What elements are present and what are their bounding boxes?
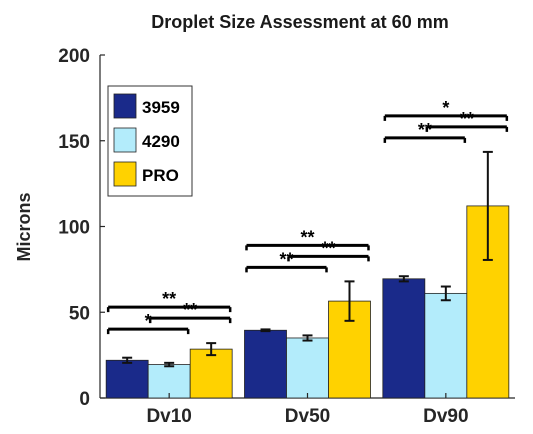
- bar-dv10-4290: [147, 364, 191, 399]
- legend-swatch-pro: [113, 161, 137, 187]
- bar-dv50-4290: [286, 337, 329, 399]
- legend-label: PRO: [142, 166, 179, 185]
- bar-dv10-pro: [189, 348, 233, 399]
- y-tick-label: 50: [69, 303, 90, 324]
- legend-swatch-4290: [113, 127, 137, 153]
- bar-dv50-3959: [244, 329, 287, 399]
- y-tick-label: 150: [58, 132, 90, 153]
- legend-label: 4290: [142, 132, 180, 151]
- y-axis-label: Microns: [14, 192, 34, 261]
- chart-title: Droplet Size Assessment at 60 mm: [151, 12, 448, 32]
- significance-label: **: [183, 300, 197, 320]
- y-tick-label: 200: [58, 46, 90, 67]
- bar-dv90-4290: [424, 292, 468, 399]
- bar-dv90-3959: [382, 278, 426, 399]
- significance-label: **: [162, 289, 176, 309]
- legend-swatch-3959: [113, 93, 137, 119]
- y-tick-label: 100: [58, 218, 90, 239]
- significance-label: *: [442, 98, 449, 118]
- significance-label: **: [279, 249, 293, 269]
- x-tick-label: Dv50: [285, 406, 330, 427]
- y-tick-label: 0: [79, 389, 90, 410]
- x-tick-label: Dv90: [423, 406, 468, 427]
- bar-dv10-3959: [105, 359, 149, 399]
- significance-label: *: [145, 311, 152, 331]
- x-tick-label: Dv10: [146, 406, 191, 427]
- significance-label: **: [418, 120, 432, 140]
- significance-label: **: [460, 109, 474, 129]
- legend-label: 3959: [142, 98, 180, 117]
- significance-label: **: [300, 227, 314, 247]
- significance-label: **: [321, 238, 335, 258]
